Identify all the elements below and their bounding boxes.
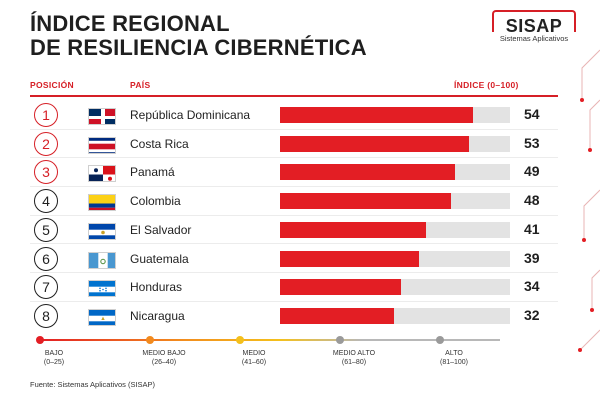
flag-colombia [88, 194, 116, 212]
row-separator [30, 272, 558, 273]
flag-el-salvador [88, 222, 116, 240]
ranking-row: 7 Honduras 34 [30, 275, 558, 300]
rank-badge: 5 [34, 217, 58, 242]
country-label: Honduras [130, 280, 183, 295]
scale-dot [436, 336, 444, 344]
row-separator [30, 243, 558, 245]
sisap-logo: SISAP Sistemas Aplicativos [492, 10, 576, 46]
ranking-row: 2 Costa Rica 53 [30, 131, 558, 156]
scale-level-range: (81–100) [439, 359, 469, 366]
scale-level-range: (0–25) [43, 359, 65, 366]
scale-label: MEDIO ALTO (61–80) [314, 349, 394, 367]
bar-track [280, 307, 510, 324]
source-note: Fuente: Sistemas Aplicativos (SISAP) [30, 380, 156, 389]
bar [280, 135, 469, 152]
country-label: Guatemala [130, 251, 189, 266]
bar [280, 250, 420, 267]
scale-level-name: MEDIO ALTO [332, 350, 376, 357]
country-label: Nicaragua [130, 308, 185, 323]
scale-level-range: (61–80) [341, 359, 367, 366]
ranking-row: 8 Nicaragua 32 [30, 303, 558, 328]
flag-honduras [88, 280, 116, 298]
scale-dot [36, 336, 44, 344]
title-line-2: DE RESILIENCIA CIBERNÉTICA [30, 35, 367, 60]
bar [280, 107, 473, 123]
scale-label: ALTO (81–100) [414, 349, 494, 367]
scale-level-range: (41–60) [241, 359, 267, 366]
flag-dominican-republic [88, 108, 116, 125]
rank-badge: 8 [34, 303, 58, 328]
scale-label: BAJO (0–25) [14, 349, 94, 367]
scale-level-name: MEDIO BAJO [142, 350, 186, 357]
row-separator [30, 157, 558, 159]
header-index: ÍNDICE (0–100) [454, 80, 519, 90]
rank-badge: 1 [34, 103, 58, 127]
ranking-row: 6 Guatemala 39 [30, 246, 558, 271]
flag-nicaragua [88, 308, 116, 326]
value-label: 34 [524, 278, 540, 295]
rank-badge: 4 [34, 189, 58, 214]
country-label: Colombia [130, 194, 181, 209]
row-separator [30, 128, 558, 130]
bar-track [280, 135, 510, 152]
country-label: Panamá [130, 165, 175, 180]
title-line-1: ÍNDICE REGIONAL [30, 11, 230, 36]
logo-mark: SISAP [492, 10, 576, 36]
logo-tagline: Sistemas Aplicativos [499, 34, 569, 43]
value-label: 49 [524, 163, 540, 180]
flag-guatemala [88, 251, 116, 269]
ranking-row: 5 El Salvador 41 [30, 217, 558, 242]
scale-level-range: (26–40) [151, 359, 177, 366]
scale-label: MEDIO (41–60) [214, 349, 294, 367]
value-label: 41 [524, 220, 540, 237]
scale-dot [146, 336, 154, 344]
country-label: República Dominicana [130, 108, 251, 122]
scale-dot [336, 336, 344, 344]
value-label: 39 [524, 249, 540, 266]
bar-track [280, 221, 510, 238]
value-label: 32 [524, 306, 540, 323]
rank-badge: 6 [34, 246, 58, 271]
value-label: 53 [524, 134, 540, 151]
scale-level-name: BAJO [44, 350, 64, 357]
ranking-row: 3 Panamá 49 [30, 160, 558, 185]
bar [280, 193, 452, 210]
country-label: Costa Rica [130, 136, 189, 151]
country-label: El Salvador [130, 222, 192, 237]
row-separator [30, 214, 558, 216]
row-separator [30, 185, 558, 187]
flag-costa-rica [88, 136, 116, 154]
page-title: ÍNDICE REGIONAL DE RESILIENCIA CIBERNÉTI… [30, 12, 367, 60]
rank-badge: 7 [34, 275, 58, 300]
bar-track [280, 193, 510, 210]
bar [280, 307, 395, 324]
ranking-row: 1 República Dominicana 54 [30, 103, 558, 127]
scale-dot [236, 336, 244, 344]
flag-panama [88, 165, 116, 183]
logo-name: SISAP [505, 16, 563, 36]
row-separator [30, 300, 558, 302]
bar-track [280, 250, 510, 267]
bar-track [280, 164, 510, 181]
circuit-decoration [578, 49, 600, 352]
header-divider [30, 95, 558, 97]
bar-track [280, 107, 510, 123]
header-position: POSICIÓN [30, 80, 74, 90]
ranking-row: 4 Colombia 48 [30, 189, 558, 214]
rank-badge: 2 [34, 131, 58, 156]
scale-label: MEDIO BAJO (26–40) [124, 349, 204, 367]
scale-level-name: MEDIO [242, 350, 266, 357]
value-label: 48 [524, 192, 540, 209]
header-country: PAÍS [130, 80, 151, 90]
value-label: 54 [524, 106, 540, 122]
bar-track [280, 279, 510, 296]
rank-badge: 3 [34, 160, 58, 185]
scale-level-name: ALTO [445, 350, 463, 357]
bar [280, 221, 427, 238]
bar [280, 164, 455, 181]
scale-line [40, 339, 500, 341]
bar [280, 279, 402, 296]
